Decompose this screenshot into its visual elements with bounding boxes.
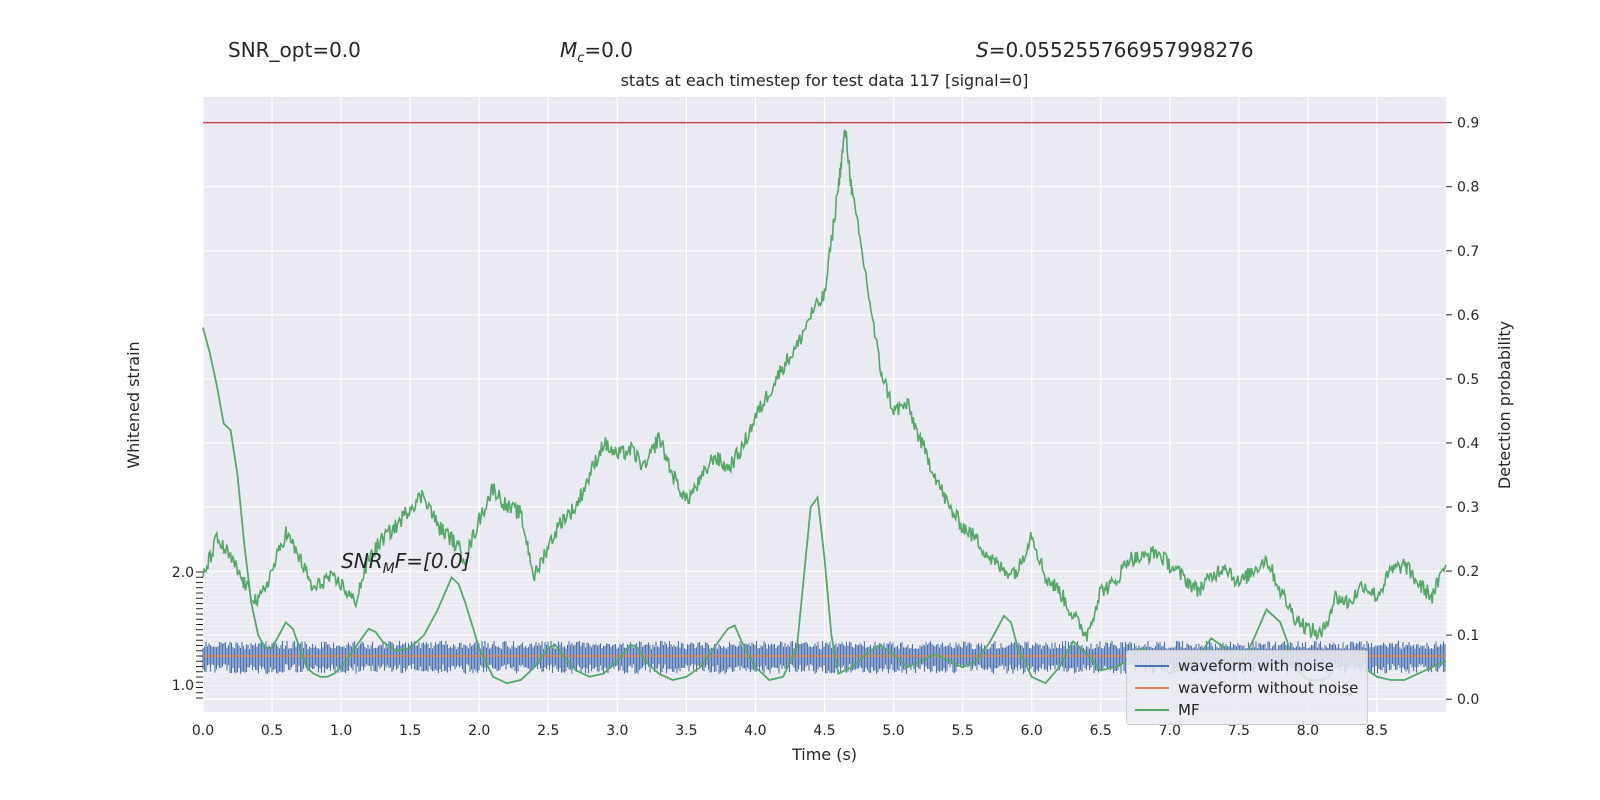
- legend-label-noisy: waveform with noise: [1178, 657, 1334, 675]
- x-tick-label: 4.0: [744, 723, 766, 739]
- x-tick-label: 7.5: [1228, 723, 1250, 739]
- x-tick-label: 4.5: [813, 723, 835, 739]
- legend: waveform with noise waveform without noi…: [1126, 650, 1368, 725]
- snr-mf-annotation: SNRMF=[0.0]: [341, 549, 470, 577]
- x-tick-label: 5.0: [882, 723, 904, 739]
- x-tick-label: 0.0: [192, 723, 214, 739]
- chirp-mass-symbol: M: [560, 38, 578, 62]
- s-statistic-label: S=0.055255766957998276: [976, 38, 1254, 62]
- chirp-mass-subscript: c: [577, 51, 585, 66]
- snr-opt-label: SNR_opt=0.0: [228, 38, 361, 62]
- s-statistic-symbol: S: [976, 38, 989, 62]
- chirp-mass-value: =0.0: [584, 38, 633, 62]
- x-axis-label: Time (s): [791, 745, 857, 764]
- annotation-subscript: M: [383, 561, 395, 577]
- y-tick-label: 0.3: [1457, 500, 1479, 516]
- legend-item-mf: MF: [1135, 700, 1200, 720]
- y-tick-label: 0.0: [1457, 692, 1479, 708]
- annotation-value: F=[0.0]: [395, 549, 471, 573]
- y-tick-label: 0.1: [1457, 628, 1479, 644]
- y-axis-right-ticks: 0.0 0.1 0.2 0.3 0.4 0.5 0.6 0.7 0.8 0.9: [1446, 116, 1479, 708]
- y-tick-label: 0.2: [1457, 564, 1479, 580]
- s-statistic-value: =0.055255766957998276: [988, 38, 1254, 62]
- legend-item-noisy: waveform with noise: [1135, 656, 1334, 676]
- x-tick-label: 0.5: [261, 723, 283, 739]
- y-tick-label: 0.6: [1457, 308, 1479, 324]
- y-tick-label: 0.4: [1457, 436, 1479, 452]
- y-axis-left-ticks: 2.0 1.0: [172, 565, 203, 699]
- x-tick-label: 2.5: [537, 723, 559, 739]
- series-mf-detection: [202, 128, 1447, 642]
- strain-tick-label-top: 2.0: [172, 565, 194, 581]
- y-tick-label: 0.5: [1457, 372, 1479, 388]
- y-axis-right-label: Detection probability: [1495, 321, 1514, 489]
- x-tick-label: 5.5: [951, 723, 973, 739]
- legend-item-clean: waveform without noise: [1135, 678, 1358, 698]
- legend-swatch-noisy: [1135, 665, 1169, 667]
- x-tick-label: 8.0: [1297, 723, 1319, 739]
- x-tick-label: 1.0: [330, 723, 352, 739]
- y-tick-label: 0.9: [1457, 116, 1479, 132]
- strain-tick-label-bottom: 1.0: [172, 678, 194, 694]
- legend-swatch-clean: [1135, 687, 1169, 689]
- x-tick-label: 6.0: [1021, 723, 1043, 739]
- x-tick-label: 3.5: [675, 723, 697, 739]
- x-axis-ticks: 0.0 0.5 1.0 1.5 2.0 2.5 3.0 3.5 4.0 4.5 5.0 5.5 6.0 6…: [192, 723, 1388, 739]
- legend-swatch-mf: [1135, 709, 1169, 711]
- series-mf-smooth: [202, 327, 1447, 685]
- x-tick-label: 1.5: [399, 723, 421, 739]
- legend-label-clean: waveform without noise: [1178, 679, 1359, 697]
- y-axis-left-label: Whitened strain: [124, 341, 143, 468]
- x-tick-label: 7.0: [1159, 723, 1181, 739]
- x-tick-label: 6.5: [1090, 723, 1112, 739]
- x-tick-label: 3.0: [606, 723, 628, 739]
- x-tick-label: 2.0: [468, 723, 490, 739]
- chirp-mass-label: Mc=0.0: [560, 38, 633, 66]
- chart-title: stats at each timestep for test data 117…: [620, 71, 1029, 90]
- y-tick-label: 0.7: [1457, 244, 1479, 260]
- y-tick-label: 0.8: [1457, 180, 1479, 196]
- annotation-snr: SNR: [341, 549, 383, 573]
- x-tick-label: 8.5: [1366, 723, 1388, 739]
- legend-label-mf: MF: [1178, 701, 1200, 719]
- grid-lines: [202, 97, 1446, 712]
